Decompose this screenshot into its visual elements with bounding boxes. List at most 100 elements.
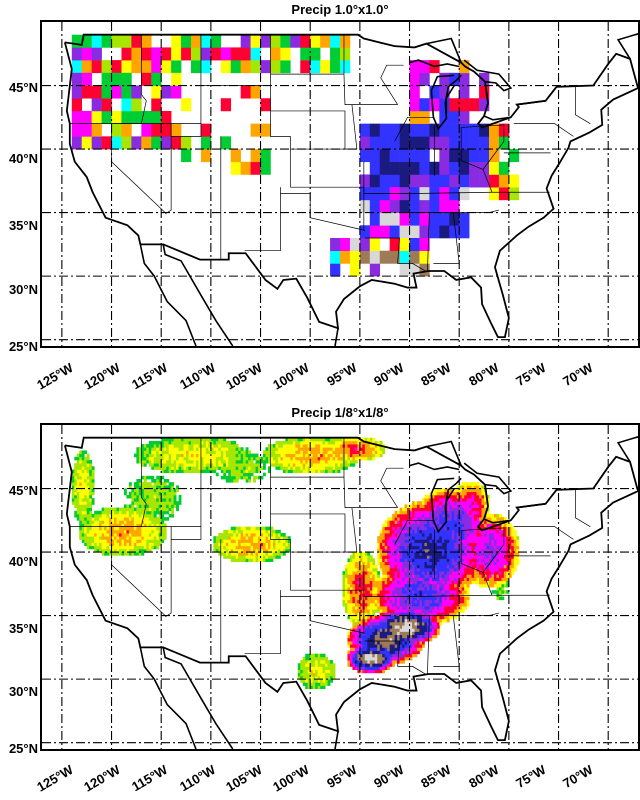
precip-pixel	[297, 672, 301, 677]
precip-cell	[508, 149, 520, 163]
precip-pixel	[471, 517, 475, 521]
precip-pixel	[362, 634, 366, 639]
precip-pixel	[195, 456, 199, 461]
precip-pixel	[188, 453, 192, 458]
precip-pixel	[491, 564, 495, 569]
precip-pixel	[414, 513, 418, 518]
precip-pixel	[412, 606, 415, 610]
precip-pixel	[426, 520, 430, 524]
precip-pixel	[379, 612, 383, 616]
precip-pixel	[426, 564, 430, 569]
precip-pixel	[133, 501, 137, 505]
precip-pixel	[235, 463, 239, 467]
precip-pixel	[146, 491, 150, 496]
precip-pixel	[354, 447, 358, 451]
precip-pixel	[143, 479, 147, 483]
precip-pixel	[245, 545, 249, 550]
precip-pixel	[138, 539, 142, 543]
precip-pixel	[310, 450, 314, 454]
precip-pixel	[439, 567, 443, 572]
precip-pixel	[439, 552, 443, 556]
precip-pixel	[444, 542, 448, 547]
precip-pixel	[121, 517, 125, 521]
precip-pixel	[474, 482, 477, 486]
precip-pixel	[404, 539, 408, 543]
state-border	[270, 110, 357, 150]
precip-pixel	[389, 583, 393, 588]
precip-pixel	[191, 466, 194, 470]
precip-pixel	[369, 625, 373, 629]
precip-pixel	[228, 479, 232, 483]
precip-pixel	[412, 539, 415, 543]
precip-pixel	[424, 631, 428, 636]
precip-cell	[260, 34, 271, 48]
precip-pixel	[352, 447, 356, 451]
precip-pixel	[248, 456, 251, 461]
precip-pixel	[138, 536, 142, 540]
precip-pixel	[292, 450, 296, 454]
precip-pixel	[439, 587, 443, 591]
precip-pixel	[151, 440, 155, 445]
precip-pixel	[399, 644, 403, 648]
precip-pixel	[392, 625, 396, 629]
precip-pixel	[228, 552, 232, 556]
precip-pixel	[230, 526, 234, 531]
precip-pixel	[374, 647, 378, 651]
precip-pixel	[325, 656, 328, 661]
precip-pixel	[153, 498, 157, 502]
precip-pixel	[153, 447, 157, 451]
precip-pixel	[369, 666, 373, 670]
precip-pixel	[168, 504, 172, 508]
precip-pixel	[416, 536, 420, 540]
precip-pixel	[384, 523, 388, 528]
precip-pixel	[407, 580, 410, 585]
precip-pixel	[128, 536, 132, 540]
precip-pixel	[89, 533, 93, 537]
precip-pixel	[282, 466, 286, 470]
precip-pixel	[250, 456, 254, 461]
precip-pixel	[377, 641, 381, 645]
precip-pixel	[479, 542, 482, 547]
precip-pixel	[218, 463, 222, 467]
precip-pixel	[454, 533, 458, 537]
precip-pixel	[238, 466, 242, 470]
precip-pixel	[128, 539, 132, 543]
precip-pixel	[158, 504, 162, 508]
precip-pixel	[270, 545, 274, 550]
precip-pixel	[198, 453, 202, 458]
precip-pixel	[138, 510, 142, 515]
precip-pixel	[474, 507, 477, 512]
precip-pixel	[464, 491, 468, 496]
precip-pixel	[297, 453, 301, 458]
precip-pixel	[320, 679, 324, 683]
precip-pixel	[449, 583, 453, 588]
precip-pixel	[213, 463, 217, 467]
precip-pixel	[354, 647, 358, 651]
precip-pixel	[250, 529, 254, 534]
precip-pixel	[359, 574, 363, 578]
precip-pixel	[466, 533, 470, 537]
precip-pixel	[104, 539, 107, 543]
precip-pixel	[412, 644, 415, 648]
precip-pixel	[208, 444, 212, 448]
precip-pixel	[382, 656, 386, 661]
precip-pixel	[392, 580, 396, 585]
precip-pixel	[285, 450, 289, 454]
precip-pixel	[429, 539, 433, 543]
precip-pixel	[315, 440, 319, 445]
precip-pixel	[429, 599, 433, 604]
precip-pixel	[121, 529, 125, 534]
precip-pixel	[315, 437, 319, 442]
precip-pixel	[141, 533, 145, 537]
precip-pixel	[315, 459, 319, 464]
precip-pixel	[74, 472, 78, 477]
precip-pixel	[419, 612, 423, 616]
precip-pixel	[429, 555, 433, 559]
precip-pixel	[389, 621, 393, 626]
precip-pixel	[173, 444, 177, 448]
precip-pixel	[404, 517, 408, 521]
precip-pixel	[412, 637, 415, 642]
precip-pixel	[213, 539, 217, 543]
precip-pixel	[431, 533, 435, 537]
precip-pixel	[374, 615, 378, 620]
